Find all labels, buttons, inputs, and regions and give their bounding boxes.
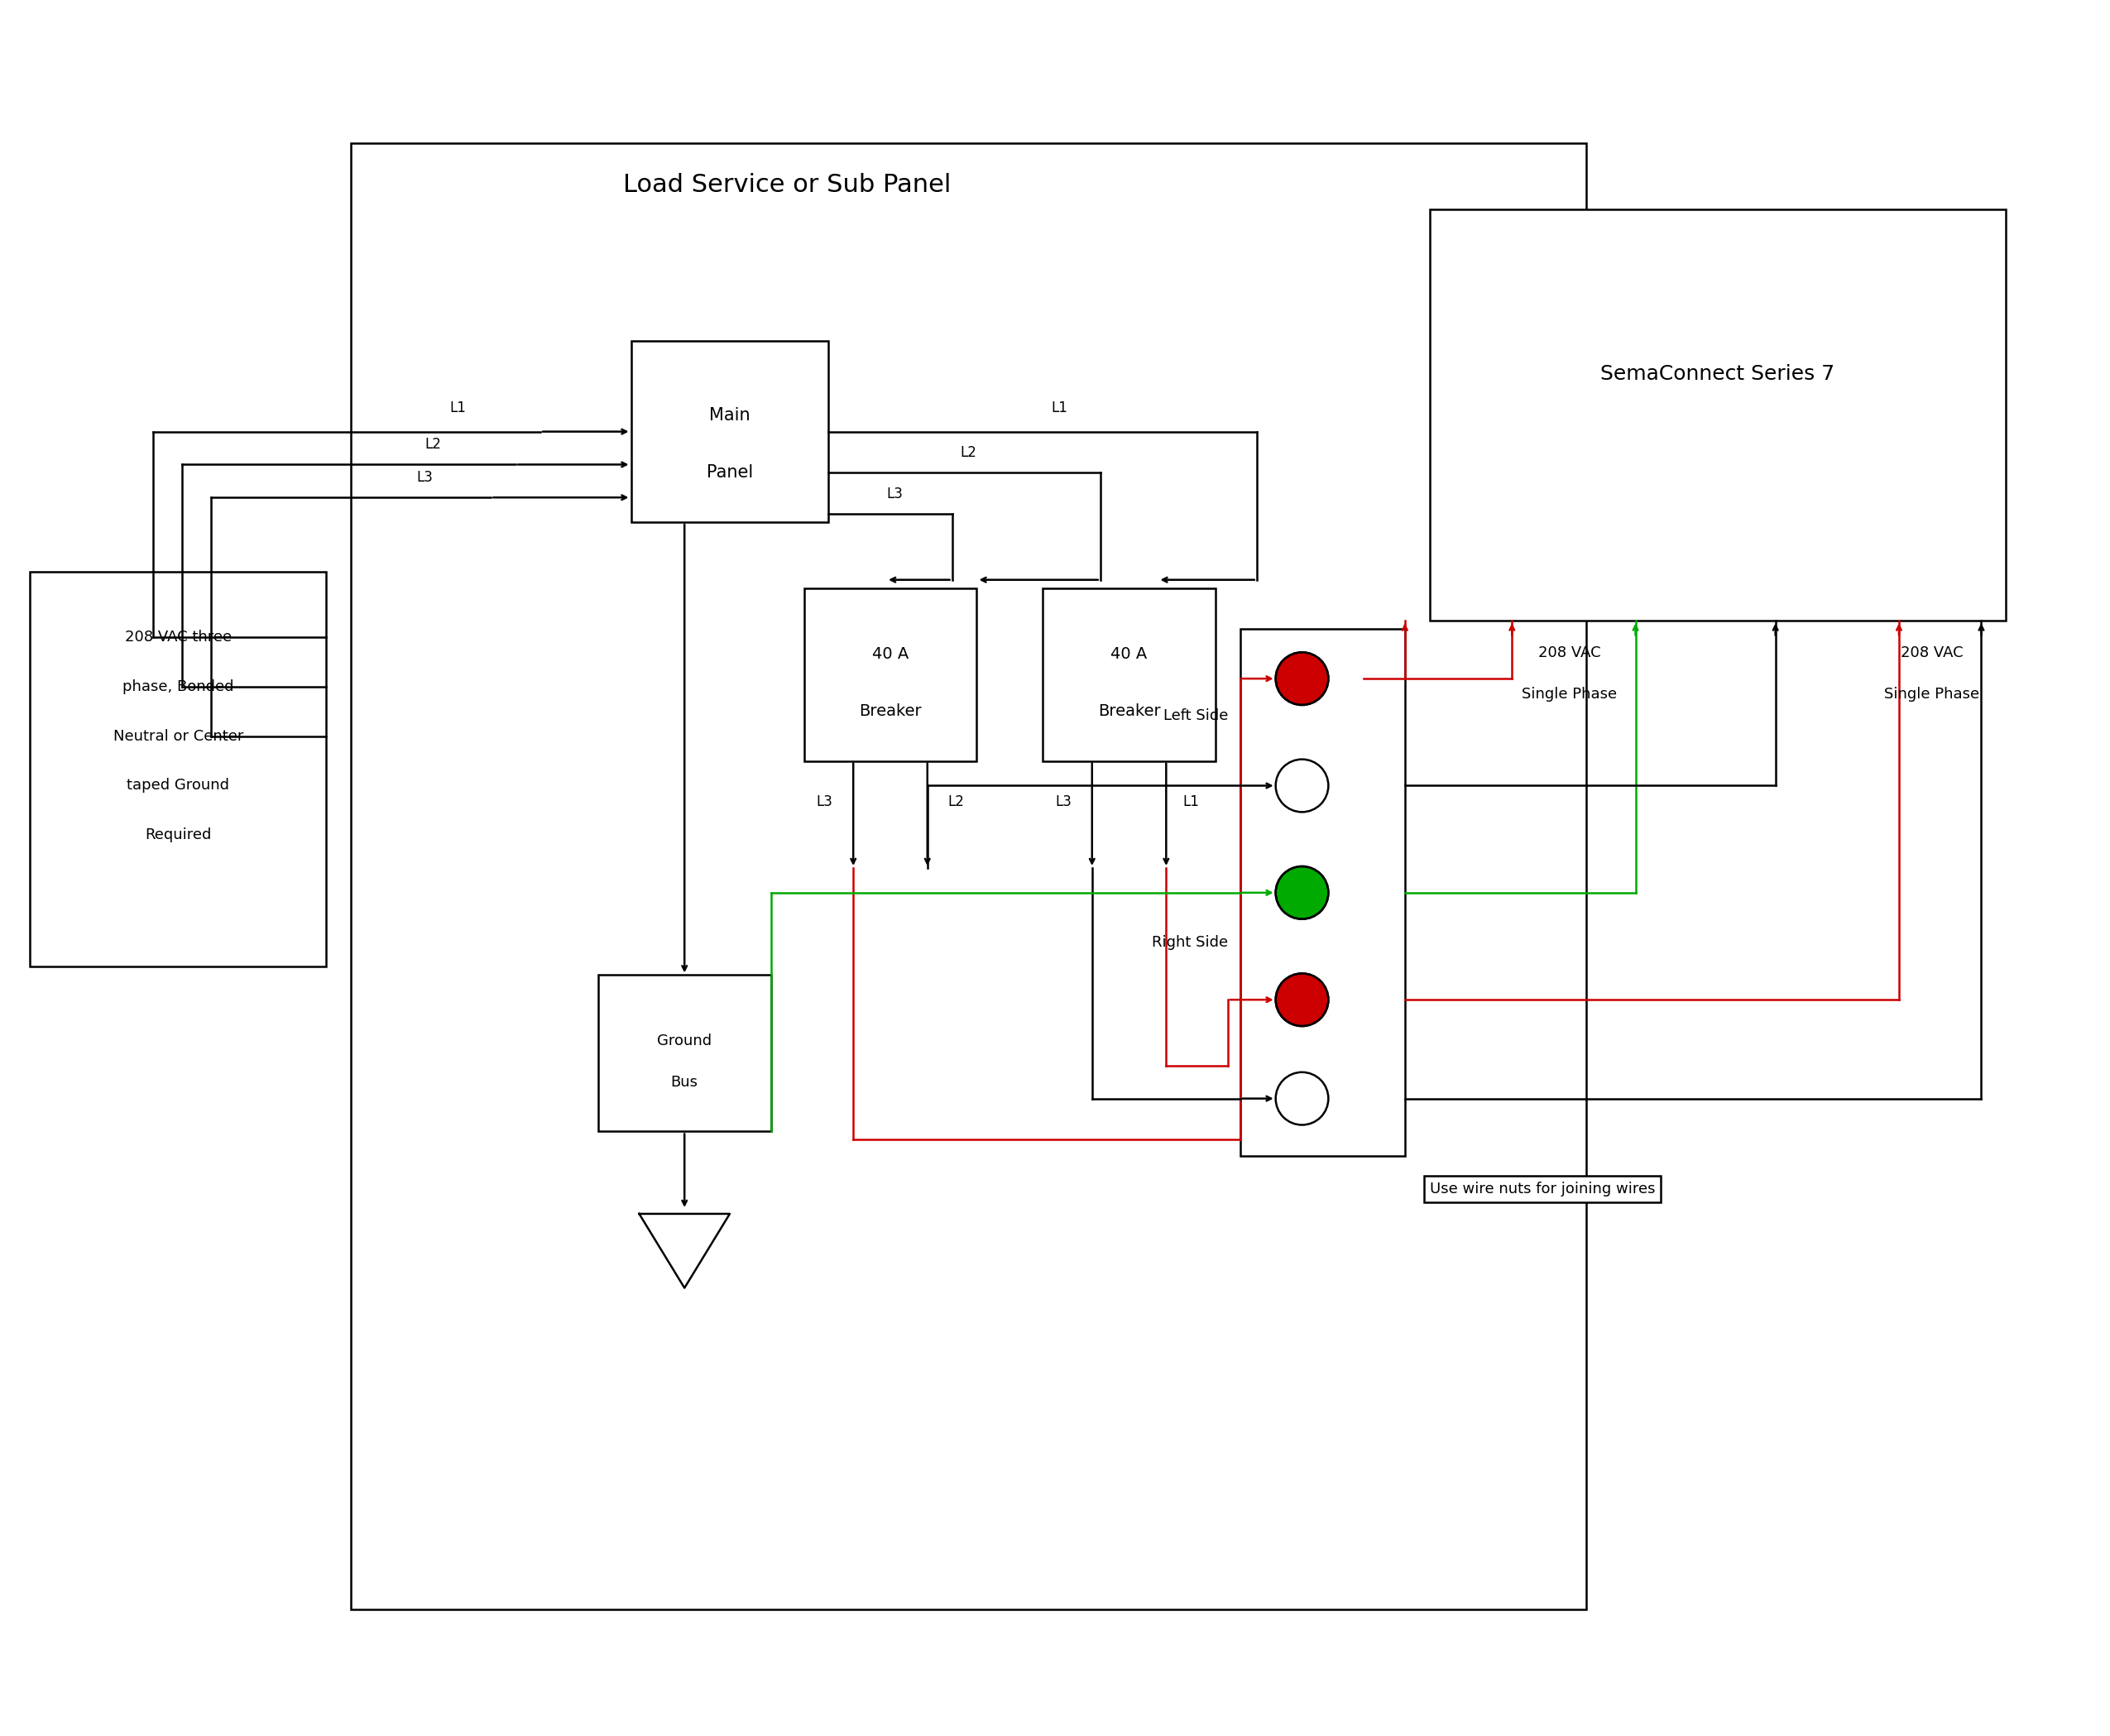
- Text: L2: L2: [424, 437, 441, 451]
- Text: Panel: Panel: [707, 465, 753, 481]
- Text: SemaConnect Series 7: SemaConnect Series 7: [1601, 365, 1836, 384]
- FancyBboxPatch shape: [1042, 589, 1215, 760]
- Text: Left Side: Left Side: [1163, 708, 1228, 724]
- Text: Right Side: Right Side: [1152, 934, 1228, 950]
- Text: L1: L1: [1051, 401, 1068, 415]
- Text: 208 VAC three: 208 VAC three: [124, 630, 232, 644]
- Text: Load Service or Sub Panel: Load Service or Sub Panel: [622, 172, 952, 196]
- Text: L3: L3: [817, 795, 833, 809]
- Circle shape: [1277, 1073, 1329, 1125]
- Text: L1: L1: [1182, 795, 1198, 809]
- Text: phase, Bonded: phase, Bonded: [122, 679, 234, 694]
- Text: L1: L1: [449, 401, 466, 415]
- Text: Single Phase: Single Phase: [1521, 687, 1616, 701]
- FancyBboxPatch shape: [1241, 628, 1405, 1156]
- Text: Breaker: Breaker: [1097, 703, 1160, 719]
- Circle shape: [1277, 653, 1329, 705]
- Text: Bus: Bus: [671, 1075, 698, 1090]
- Text: Required: Required: [146, 828, 211, 842]
- Text: 40 A: 40 A: [1110, 646, 1148, 661]
- FancyBboxPatch shape: [1431, 210, 2007, 621]
- Text: L2: L2: [960, 446, 977, 460]
- Text: L3: L3: [418, 470, 433, 484]
- FancyBboxPatch shape: [350, 144, 1587, 1609]
- Circle shape: [1277, 974, 1329, 1026]
- Text: taped Ground: taped Ground: [127, 778, 230, 793]
- FancyBboxPatch shape: [597, 976, 770, 1132]
- Text: Neutral or Center: Neutral or Center: [114, 729, 243, 743]
- Text: L2: L2: [947, 795, 964, 809]
- Text: L3: L3: [886, 486, 903, 502]
- FancyBboxPatch shape: [804, 589, 977, 760]
- Circle shape: [1277, 866, 1329, 918]
- Text: Single Phase: Single Phase: [1884, 687, 1979, 701]
- FancyBboxPatch shape: [631, 340, 829, 523]
- Text: 40 A: 40 A: [871, 646, 909, 661]
- FancyBboxPatch shape: [30, 571, 327, 967]
- Text: Breaker: Breaker: [859, 703, 922, 719]
- Text: Ground: Ground: [656, 1033, 711, 1049]
- Text: Use wire nuts for joining wires: Use wire nuts for joining wires: [1431, 1182, 1654, 1196]
- Text: Main: Main: [709, 406, 751, 424]
- Circle shape: [1277, 759, 1329, 812]
- Text: L3: L3: [1055, 795, 1072, 809]
- Text: 208 VAC: 208 VAC: [1901, 646, 1962, 661]
- Text: 208 VAC: 208 VAC: [1538, 646, 1601, 661]
